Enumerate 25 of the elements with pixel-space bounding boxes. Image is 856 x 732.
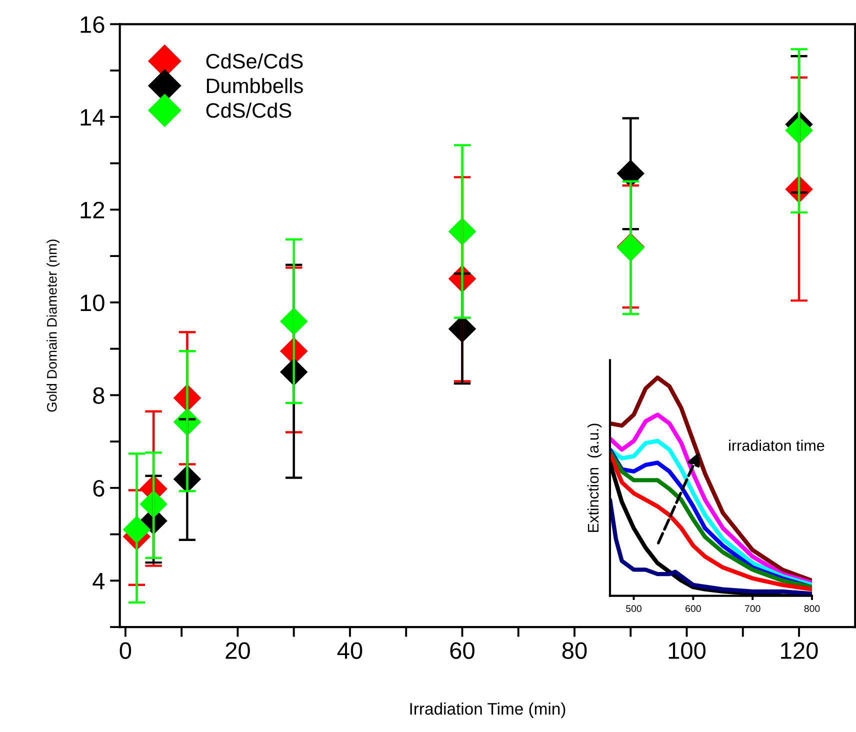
x-tick-label: 40 bbox=[337, 642, 362, 659]
y-tick-label: 4 bbox=[92, 572, 105, 590]
y-tick-label: 12 bbox=[80, 202, 104, 218]
x-tick-label: 500 bbox=[626, 605, 642, 612]
x-tick-label: 100 bbox=[668, 642, 706, 659]
y-tick-label: 10 bbox=[80, 294, 104, 312]
legend-label: CdS/CdS bbox=[206, 102, 292, 118]
x-axis-title: Irradiation Time (min) bbox=[410, 702, 566, 718]
annotation: irradiaton time bbox=[729, 440, 824, 451]
x-tick-label: 80 bbox=[562, 642, 587, 659]
x-tick-label: 600 bbox=[686, 605, 701, 612]
y-axis-title: Gold Domain Diameter (nm) bbox=[46, 240, 60, 412]
x-tick-label: 800 bbox=[804, 605, 820, 612]
y-tick-label: 6 bbox=[93, 480, 104, 497]
y-tick-label: 8 bbox=[93, 387, 104, 404]
legend-label: CdSe/CdS bbox=[206, 53, 303, 69]
x-tick-label: 60 bbox=[450, 642, 474, 659]
x-tick-label: 20 bbox=[226, 642, 250, 659]
legend-label: Dumbbells bbox=[206, 78, 303, 94]
x-tick-label: 700 bbox=[744, 605, 760, 612]
x-tick-label: 0 bbox=[120, 642, 132, 659]
y-axis-title: Extinction (a.u.) bbox=[587, 424, 602, 532]
y-tick-label: 14 bbox=[80, 109, 105, 126]
y-tick-label: 16 bbox=[80, 16, 104, 33]
x-tick-label: 120 bbox=[781, 642, 818, 659]
